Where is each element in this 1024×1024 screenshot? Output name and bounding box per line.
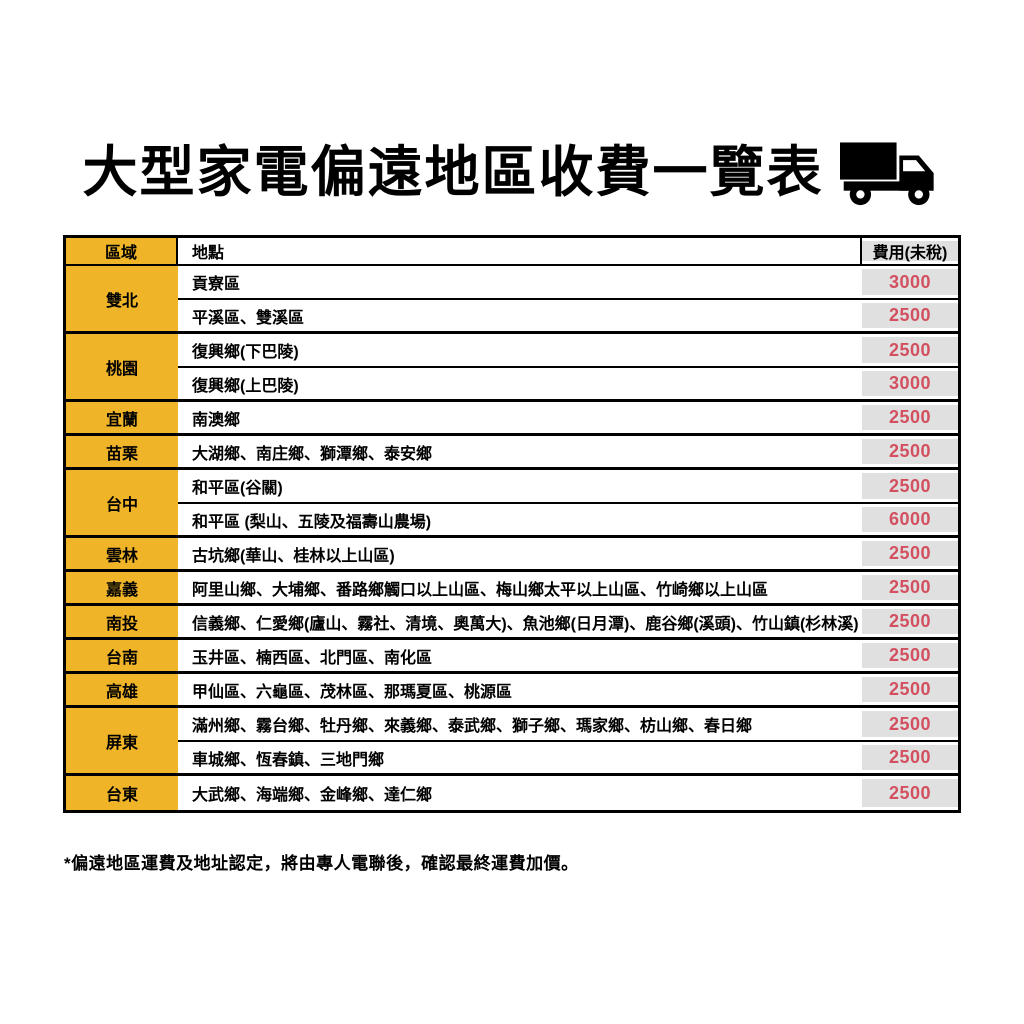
- table-row: 台中 和平區(谷關) 2500: [66, 470, 958, 538]
- fee-cell: 2500: [862, 776, 958, 810]
- fee-cell: 2500: [862, 334, 958, 368]
- table-row: 桃園 復興鄉(下巴陵) 2500: [66, 334, 958, 402]
- table-row: 和平區 (梨山、五陵及福壽山農場) 6000: [66, 504, 958, 538]
- fee-value: 2500: [862, 575, 958, 600]
- fee-cell: 2500: [862, 402, 958, 436]
- fee-value: 2500: [862, 303, 958, 328]
- region-cell: 雲林: [66, 538, 178, 572]
- table-row: 高雄 甲仙區、六龜區、茂林區、那瑪夏區、桃源區 2500: [66, 674, 958, 708]
- fee-value: 2500: [862, 677, 958, 702]
- fee-value: 2500: [862, 745, 958, 770]
- location-cell: 阿里山鄉、大埔鄉、番路鄉觸口以上山區、梅山鄉太平以上山區、竹崎鄉以上山區: [178, 572, 862, 606]
- fee-value: 2500: [862, 337, 958, 363]
- truck-icon: [839, 142, 934, 206]
- fee-cell: 2500: [862, 470, 958, 504]
- table-row: 復興鄉(上巴陵) 3000: [66, 368, 958, 402]
- location-cell: 玉井區、楠西區、北門區、南化區: [178, 640, 862, 674]
- fee-value: 2500: [862, 779, 958, 807]
- location-cell: 南澳鄉: [178, 402, 862, 436]
- table-header-row: 區域 地點 費用(未稅): [66, 238, 958, 266]
- location-cell: 滿州鄉、霧台鄉、牡丹鄉、來義鄉、泰武鄉、獅子鄉、瑪家鄉、枋山鄉、春日鄉: [178, 708, 862, 742]
- region-cell: 南投: [66, 606, 178, 640]
- location-cell: 貢寮區: [178, 266, 862, 300]
- location-cell: 復興鄉(下巴陵): [178, 334, 862, 368]
- fee-value: 2500: [862, 541, 958, 566]
- fee-value: 2500: [862, 439, 958, 464]
- fee-cell: 2500: [862, 606, 958, 640]
- fee-cell: 2500: [862, 708, 958, 742]
- region-cell: 屏東: [66, 708, 178, 776]
- table-row: 屏東 滿州鄉、霧台鄉、牡丹鄉、來義鄉、泰武鄉、獅子鄉、瑪家鄉、枋山鄉、春日鄉 250…: [66, 708, 958, 776]
- fee-value: 2500: [862, 643, 958, 668]
- location-cell: 大湖鄉、南庄鄉、獅潭鄉、泰安鄉: [178, 436, 862, 470]
- region-cell: 苗栗: [66, 436, 178, 470]
- table-row: 雲林 古坑鄉(華山、桂林以上山區) 2500: [66, 538, 958, 572]
- table-row: 南投 信義鄉、仁愛鄉(廬山、霧社、清境、奧萬大)、魚池鄉(日月潭)、鹿谷鄉(溪頭)…: [66, 606, 958, 640]
- region-cell: 台南: [66, 640, 178, 674]
- location-cell: 信義鄉、仁愛鄉(廬山、霧社、清境、奧萬大)、魚池鄉(日月潭)、鹿谷鄉(溪頭)、竹…: [178, 606, 862, 640]
- fee-cell: 2500: [862, 538, 958, 572]
- fee-cell: 2500: [862, 436, 958, 470]
- table-row: 宜蘭 南澳鄉 2500: [66, 402, 958, 436]
- fee-value: 2500: [862, 473, 958, 499]
- fee-cell: 3000: [862, 368, 958, 402]
- fee-value: 2500: [862, 405, 958, 430]
- region-cell: 台東: [66, 776, 178, 810]
- fee-cell: 2500: [862, 640, 958, 674]
- location-cell: 車城鄉、恆春鎮、三地門鄉: [178, 742, 862, 776]
- fee-table: 區域 地點 費用(未稅) 雙北 貢寮區 3000 平溪區、雙溪區 2500 桃園 復興鄉(下…: [63, 235, 961, 813]
- fee-value: 2500: [862, 609, 958, 634]
- table-row: 車城鄉、恆春鎮、三地門鄉 2500: [66, 742, 958, 776]
- fee-cell: 2500: [862, 300, 958, 334]
- header-region: 區域: [66, 238, 178, 266]
- table-row: 嘉義 阿里山鄉、大埔鄉、番路鄉觸口以上山區、梅山鄉太平以上山區、竹崎鄉以上山區 25…: [66, 572, 958, 606]
- location-cell: 甲仙區、六龜區、茂林區、那瑪夏區、桃源區: [178, 674, 862, 708]
- location-cell: 和平區 (梨山、五陵及福壽山農場): [178, 504, 862, 538]
- location-cell: 大武鄉、海端鄉、金峰鄉、達仁鄉: [178, 776, 862, 810]
- location-cell: 平溪區、雙溪區: [178, 300, 862, 334]
- region-cell: 雙北: [66, 266, 178, 334]
- table-row: 台南 玉井區、楠西區、北門區、南化區 2500: [66, 640, 958, 674]
- footnote: *偏遠地區運費及地址認定，將由專人電聯後，確認最終運費加價。: [64, 854, 579, 873]
- region-cell: 宜蘭: [66, 402, 178, 436]
- header-location: 地點: [178, 238, 862, 266]
- table-row: 雙北 貢寮區 3000: [66, 266, 958, 334]
- region-cell: 桃園: [66, 334, 178, 402]
- location-cell: 復興鄉(上巴陵): [178, 368, 862, 402]
- table-row: 苗栗 大湖鄉、南庄鄉、獅潭鄉、泰安鄉 2500: [66, 436, 958, 470]
- table-row: 台東 大武鄉、海端鄉、金峰鄉、達仁鄉 2500: [66, 776, 958, 810]
- header-fee-label: 費用(未稅): [862, 241, 958, 262]
- title-text: 大型家電偏遠地區收費一覽表: [82, 140, 824, 203]
- fee-value: 6000: [862, 507, 958, 532]
- location-cell: 古坑鄉(華山、桂林以上山區): [178, 538, 862, 572]
- fee-cell: 2500: [862, 674, 958, 708]
- fee-value: 3000: [862, 371, 958, 396]
- fee-value: 2500: [862, 711, 958, 737]
- fee-value: 3000: [862, 269, 958, 295]
- fee-cell: 2500: [862, 572, 958, 606]
- fee-cell: 2500: [862, 742, 958, 776]
- fee-cell: 6000: [862, 504, 958, 538]
- region-cell: 高雄: [66, 674, 178, 708]
- page-title: 大型家電偏遠地區收費一覽表: [0, 0, 1024, 206]
- region-cell: 台中: [66, 470, 178, 538]
- fee-cell: 3000: [862, 266, 958, 300]
- header-fee: 費用(未稅): [862, 238, 958, 266]
- region-cell: 嘉義: [66, 572, 178, 606]
- location-cell: 和平區(谷關): [178, 470, 862, 504]
- table-row: 平溪區、雙溪區 2500: [66, 300, 958, 334]
